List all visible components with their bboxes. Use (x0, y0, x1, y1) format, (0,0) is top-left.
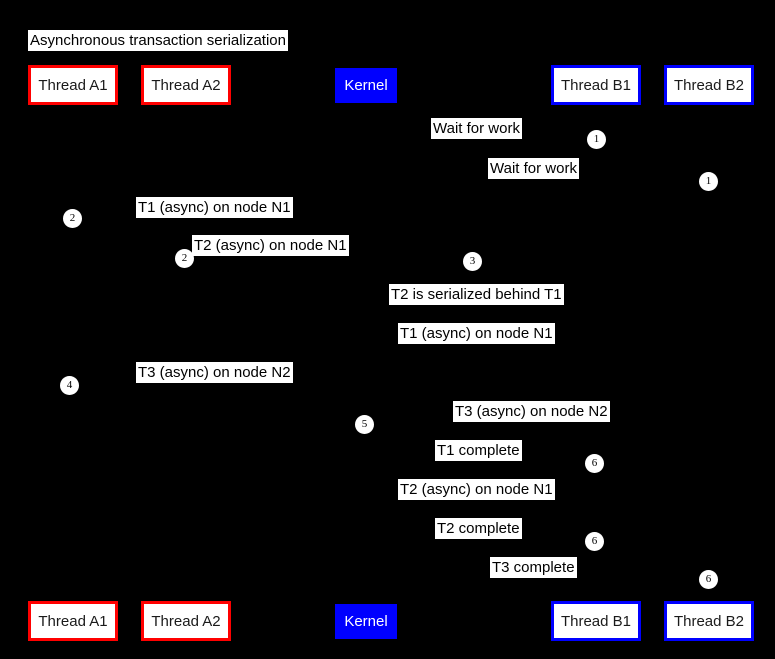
participant-label: Thread A2 (151, 76, 221, 94)
message-arrow (73, 384, 366, 385)
message-label: Wait for work (431, 118, 522, 139)
lifeline (596, 105, 597, 601)
lifeline (186, 105, 187, 601)
lifeline (709, 105, 710, 601)
message-arrow (366, 501, 596, 502)
message-label: T2 (async) on node N1 (192, 235, 349, 256)
message-arrow (366, 306, 367, 307)
message-arrow (366, 540, 596, 541)
message-arrow (73, 219, 366, 220)
message-label: T1 complete (435, 440, 522, 461)
message-label: T1 (async) on node N1 (136, 197, 293, 218)
message-label: T3 (async) on node N2 (136, 362, 293, 383)
step-badge: 5 (355, 415, 374, 434)
message-arrow (366, 345, 596, 346)
lifeline (366, 103, 367, 604)
participant-box-kernel-bottom[interactable]: Kernel (335, 604, 397, 639)
participant-label: Thread B1 (560, 612, 632, 630)
participant-label: Thread B2 (673, 612, 745, 630)
message-label: Wait for work (488, 158, 579, 179)
step-badge: 6 (585, 532, 604, 551)
diagram-title: Asynchronous transaction serialization (28, 30, 288, 51)
message-label: T3 (async) on node N2 (453, 401, 610, 422)
message-arrow (366, 423, 709, 424)
lifeline (73, 105, 74, 601)
message-label: T2 (async) on node N1 (398, 479, 555, 500)
step-badge: 2 (63, 209, 82, 228)
step-badge: 3 (463, 252, 482, 271)
participant-label: Kernel (344, 613, 388, 630)
participant-box-thread-a2-top[interactable]: Thread A2 (141, 65, 231, 105)
step-badge: 1 (699, 172, 718, 191)
participant-box-thread-a1-bottom[interactable]: Thread A1 (28, 601, 118, 641)
step-badge: 4 (60, 376, 79, 395)
message-label: T2 complete (435, 518, 522, 539)
participant-box-thread-b2-bottom[interactable]: Thread B2 (664, 601, 754, 641)
participant-box-thread-a1-top[interactable]: Thread A1 (28, 65, 118, 105)
message-label: T1 (async) on node N1 (398, 323, 555, 344)
message-label: T2 is serialized behind T1 (389, 284, 564, 305)
participant-label: Kernel (344, 77, 388, 94)
message-label: T3 complete (490, 557, 577, 578)
message-arrow (186, 257, 366, 258)
participant-label: Thread B1 (560, 76, 632, 94)
participant-box-thread-b1-bottom[interactable]: Thread B1 (551, 601, 641, 641)
participant-box-thread-a2-bottom[interactable]: Thread A2 (141, 601, 231, 641)
participant-label: Thread A1 (38, 612, 108, 630)
step-badge: 2 (175, 249, 194, 268)
message-arrow (366, 579, 709, 580)
participant-box-kernel-top[interactable]: Kernel (335, 68, 397, 103)
message-arrow (366, 140, 596, 141)
step-badge: 6 (585, 454, 604, 473)
participant-label: Thread B2 (673, 76, 745, 94)
step-badge: 1 (587, 130, 606, 149)
message-arrow (366, 462, 596, 463)
message-arrow (366, 180, 709, 181)
participant-label: Thread A1 (38, 76, 108, 94)
participant-box-thread-b1-top[interactable]: Thread B1 (551, 65, 641, 105)
participant-label: Thread A2 (151, 612, 221, 630)
step-badge: 6 (699, 570, 718, 589)
participant-box-thread-b2-top[interactable]: Thread B2 (664, 65, 754, 105)
